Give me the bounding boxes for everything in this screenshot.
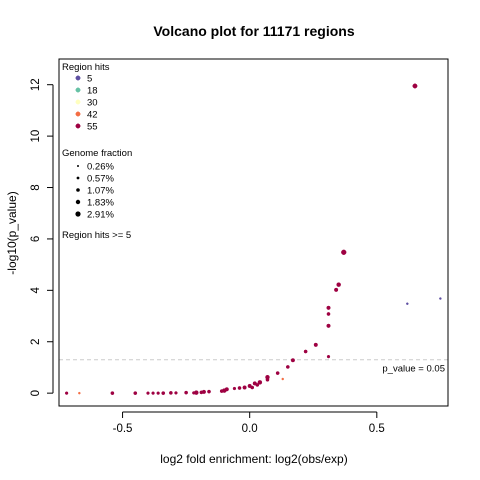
data-point (326, 354, 331, 359)
legend-fraction-label: 2.91% (87, 210, 114, 221)
data-point (169, 391, 173, 395)
x-tick-label: -0.5 (113, 423, 133, 435)
threshold-label: p_value = 0.05 (382, 364, 445, 375)
legend-hits-title: Region hits (62, 62, 110, 73)
data-point (146, 391, 150, 395)
legend-hits-label: 55 (87, 122, 98, 133)
points-layer (64, 83, 442, 395)
y-tick-label: 2 (30, 339, 42, 345)
legend-fraction-label: 1.83% (87, 198, 114, 209)
data-point (161, 391, 166, 395)
data-point (192, 391, 196, 395)
data-point (285, 365, 290, 369)
data-point (265, 377, 270, 382)
legend-fraction-marker (75, 199, 81, 205)
y-tick-label: 8 (30, 184, 42, 190)
legend-hits-label: 42 (87, 110, 98, 121)
legend-hits-label: 5 (87, 74, 92, 85)
y-tick-label: 0 (30, 390, 42, 396)
legend-fraction-label: 1.07% (87, 186, 114, 197)
data-point (406, 302, 409, 305)
data-point (184, 390, 188, 395)
data-point (133, 391, 138, 395)
data-point (336, 282, 341, 287)
y-tick-label: 4 (30, 287, 42, 294)
legend-fraction-marker (77, 165, 79, 167)
y-tick-label: 12 (30, 78, 42, 91)
data-point (275, 371, 280, 375)
data-point (326, 312, 331, 316)
y-axis-label: -log10(p_value) (5, 191, 19, 274)
legend-hits-label: 30 (87, 98, 98, 109)
x-axis-label: log2 fold enrichment: log2(obs/exp) (160, 452, 347, 466)
data-point (281, 377, 284, 381)
legend-fraction-title: Genome fraction (62, 148, 132, 159)
legend-hits-marker (75, 123, 81, 129)
data-point (242, 385, 247, 390)
legend-hits-label: 18 (87, 86, 98, 97)
data-point (255, 383, 260, 387)
data-point (341, 249, 347, 255)
x-tick-label: 0.5 (369, 423, 385, 435)
data-point (439, 297, 442, 300)
data-point (64, 391, 69, 395)
data-point (290, 358, 295, 363)
legend-fraction-marker (76, 188, 80, 192)
chart-title: Volcano plot for 11171 regions (153, 23, 354, 39)
data-point (257, 380, 263, 385)
legend-hits-marker (75, 111, 81, 117)
plot-frame (58, 58, 449, 407)
legend-hits-marker (75, 75, 81, 81)
data-point (412, 83, 418, 89)
data-point (199, 390, 204, 395)
data-point (219, 389, 224, 393)
data-point (156, 391, 160, 395)
data-point (313, 342, 318, 347)
data-point (303, 349, 308, 354)
data-point (78, 391, 81, 395)
legend-fraction-marker (76, 176, 80, 180)
legend-fraction-label: 0.26% (87, 162, 114, 173)
data-point (326, 323, 331, 328)
data-point (207, 389, 211, 394)
data-point (151, 391, 155, 395)
data-point (250, 385, 255, 390)
data-point (174, 391, 178, 395)
region-hits-note: Region hits >= 5 (62, 230, 131, 241)
legend-hits-marker (75, 99, 81, 105)
legend-fraction-items: 0.26%0.57%1.07%1.83%2.91% (75, 162, 114, 221)
axes-layer: -0.5 0.0 0.5 0 2 4 6 8 10 12 (30, 78, 385, 435)
data-point (110, 391, 115, 395)
y-tick-label: 6 (30, 236, 42, 242)
legend-fraction-label: 0.57% (87, 174, 114, 185)
data-point (237, 386, 242, 390)
threshold-layer: p_value = 0.05 (59, 359, 448, 375)
legend-hits-marker (75, 87, 81, 93)
y-tick-label: 10 (30, 130, 42, 143)
legend-fraction-marker (75, 211, 81, 217)
data-point (232, 386, 237, 391)
data-point (326, 305, 331, 310)
data-point (334, 287, 339, 292)
x-tick-label: 0.0 (242, 423, 258, 435)
